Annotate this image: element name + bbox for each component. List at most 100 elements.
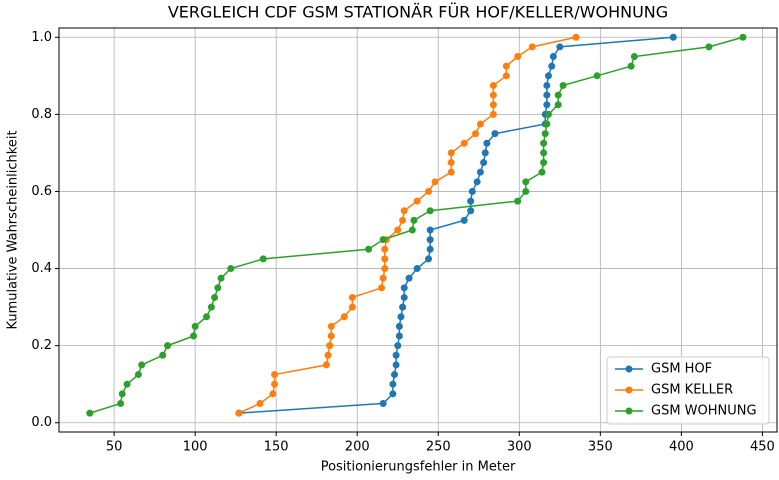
data-point [340, 313, 348, 321]
data-point [556, 43, 564, 51]
x-axis-label: Positionierungsfehler in Meter [321, 460, 516, 475]
data-point [123, 380, 131, 388]
data-point [572, 33, 580, 41]
data-point [381, 255, 389, 263]
data-point [467, 207, 475, 215]
x-tick-label: 150 [264, 440, 289, 455]
data-point [473, 178, 481, 186]
data-point [540, 139, 548, 147]
data-point [544, 110, 552, 118]
data-point [235, 409, 243, 417]
data-point [425, 255, 433, 263]
x-tick-label: 200 [345, 440, 370, 455]
data-point [426, 226, 434, 234]
data-point [630, 53, 638, 61]
data-point [489, 91, 497, 99]
data-point [269, 390, 277, 398]
data-point [426, 207, 434, 215]
data-point [259, 255, 267, 263]
data-point [669, 33, 677, 41]
plot-frame [58, 27, 778, 433]
data-point [447, 168, 455, 176]
data-point [472, 130, 480, 138]
data-point [593, 72, 601, 80]
legend-label: GSM HOF [651, 362, 712, 377]
data-point [381, 265, 389, 273]
data-point [483, 139, 491, 147]
data-point [502, 72, 510, 80]
data-point [392, 361, 400, 369]
data-point [540, 159, 548, 167]
data-point [413, 197, 421, 205]
data-point [460, 216, 468, 224]
data-point [543, 91, 551, 99]
y-tick-label: 0.0 [31, 415, 52, 430]
legend-label: GSM KELLER [651, 383, 733, 398]
data-point [399, 216, 407, 224]
data-point [413, 265, 421, 273]
data-point [544, 72, 552, 80]
y-axis-label: Kumulative Wahrscheinlichkeit [6, 130, 21, 329]
x-tick-label: 350 [588, 440, 613, 455]
data-point [705, 43, 713, 51]
data-point [559, 81, 567, 89]
data-point [271, 380, 279, 388]
data-point [134, 371, 142, 379]
x-tick-label: 250 [426, 440, 451, 455]
data-point [207, 303, 215, 311]
y-tick-label: 0.4 [31, 261, 52, 276]
data-point [549, 53, 557, 61]
data-point [538, 168, 546, 176]
y-tick-label: 0.8 [31, 107, 52, 122]
data-point [348, 303, 356, 311]
data-point [389, 390, 397, 398]
data-point [327, 322, 335, 330]
data-point [447, 159, 455, 167]
data-point [395, 322, 403, 330]
data-point [467, 197, 475, 205]
data-point [159, 351, 167, 359]
data-point [408, 226, 416, 234]
series-line [89, 36, 744, 414]
data-point [554, 91, 562, 99]
data-point [514, 53, 522, 61]
data-point [400, 284, 408, 292]
data-point [502, 62, 510, 70]
data-point [541, 130, 549, 138]
data-point [405, 274, 413, 282]
legend-marker [625, 365, 633, 373]
data-point [543, 120, 551, 128]
data-point [202, 313, 210, 321]
data-point [397, 313, 405, 321]
data-point [554, 101, 562, 109]
x-tick-label: 50 [106, 440, 123, 455]
series-line [238, 36, 674, 414]
data-point [489, 81, 497, 89]
data-point [271, 371, 279, 379]
data-point [190, 332, 198, 340]
legend-label: GSM WOHNUNG [651, 404, 757, 419]
y-tick-label: 0.6 [31, 184, 52, 199]
x-tick-label: 100 [183, 440, 208, 455]
data-point [489, 110, 497, 118]
data-point [543, 81, 551, 89]
chart-title: VERGLEICH CDF GSM STATIONÄR FÜR HOF/KELL… [168, 3, 668, 22]
data-point [227, 265, 235, 273]
y-tick-label: 0.2 [31, 338, 52, 353]
data-point [390, 371, 398, 379]
legend-marker [625, 407, 633, 415]
data-point [379, 399, 387, 407]
data-point [138, 361, 146, 369]
data-point [489, 101, 497, 109]
data-point [400, 207, 408, 215]
data-point [460, 139, 468, 147]
data-point [627, 62, 635, 70]
data-point [410, 216, 418, 224]
data-point [324, 351, 332, 359]
legend-box [606, 356, 770, 425]
x-tick-label: 450 [750, 440, 775, 455]
data-point [378, 284, 386, 292]
data-point [394, 226, 402, 234]
data-point [468, 187, 476, 195]
